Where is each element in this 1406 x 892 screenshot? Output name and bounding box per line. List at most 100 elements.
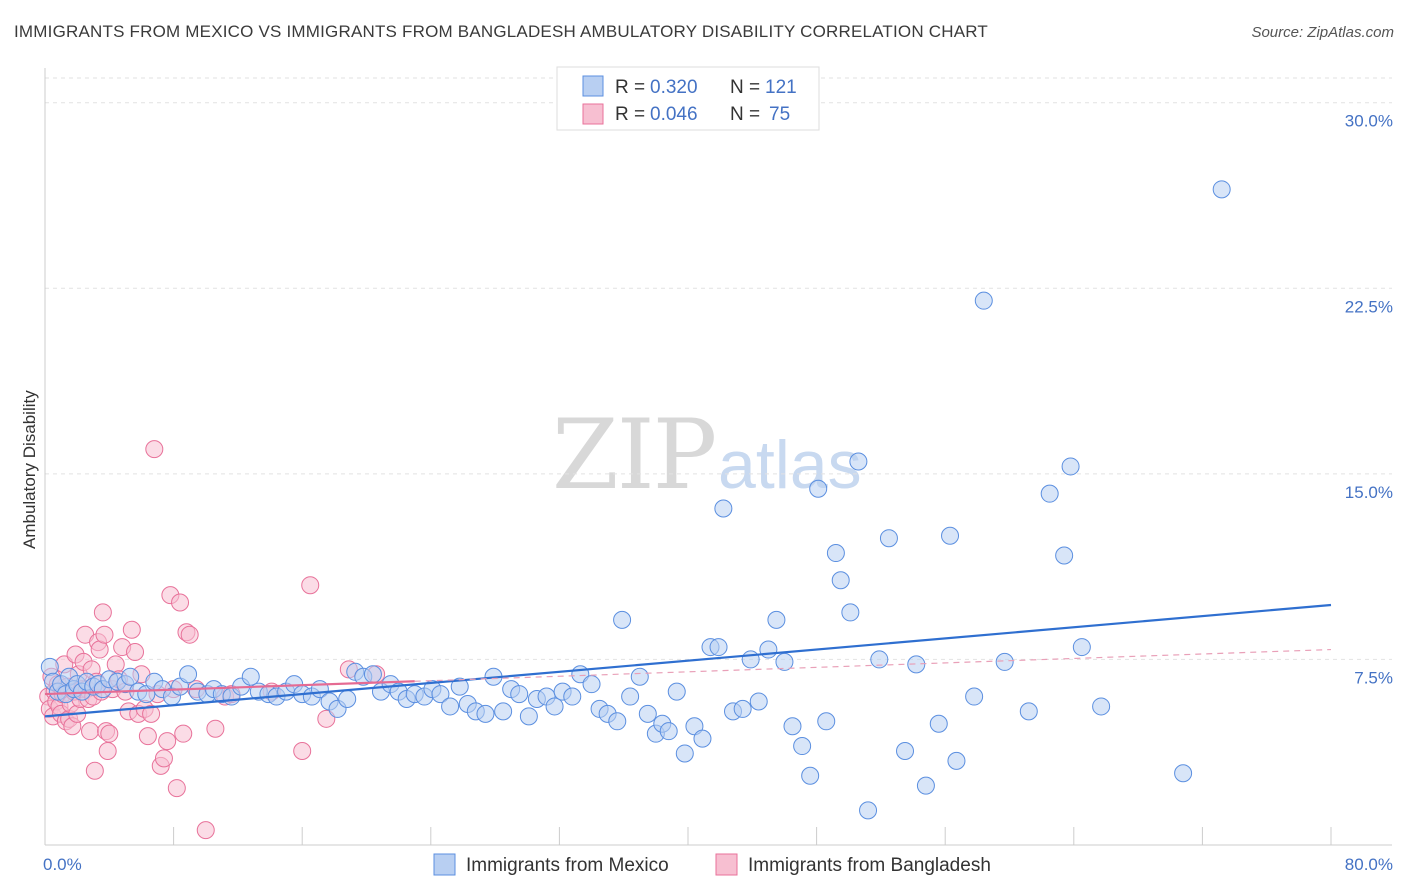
point-mexico	[941, 526, 960, 545]
point-mexico	[582, 675, 601, 694]
y-tick-label: 22.5%	[1345, 297, 1393, 316]
point-mexico	[494, 702, 513, 721]
bottom-swatch-mexico	[433, 853, 456, 876]
legend-r-value-bangladesh: 0.046	[650, 104, 698, 125]
point-mexico	[545, 697, 564, 716]
point-mexico	[563, 687, 582, 706]
x-tick-label-max: 80.0%	[1345, 855, 1393, 874]
x-tick-label-min: 0.0%	[43, 855, 82, 874]
point-mexico	[1174, 764, 1193, 783]
legend-n-label-1: N =	[730, 77, 760, 98]
point-mexico	[859, 801, 878, 820]
legend-r-label-1: R =	[615, 77, 645, 98]
point-mexico	[947, 751, 966, 770]
bottom-legend-bangladesh: Immigrants from Bangladesh	[748, 855, 991, 876]
point-mexico	[338, 690, 357, 709]
point-mexico	[826, 544, 845, 563]
point-bangladesh	[154, 749, 173, 768]
y-tick-label: 15.0%	[1345, 483, 1393, 502]
point-bangladesh	[122, 620, 141, 639]
point-bangladesh	[293, 741, 312, 760]
point-mexico	[896, 741, 915, 760]
point-bangladesh	[138, 727, 157, 746]
point-mexico	[659, 722, 678, 741]
point-mexico	[879, 529, 898, 548]
point-mexico	[759, 640, 778, 659]
bottom-legend-mexico: Immigrants from Mexico	[466, 855, 669, 876]
legend-n-value-bangladesh: 75	[769, 104, 790, 125]
point-bangladesh	[301, 576, 320, 595]
point-mexico	[916, 776, 935, 795]
point-mexico	[1055, 546, 1074, 565]
stats-legend: R = 0.320 N = 121 R = 0.046 N = 75	[556, 66, 820, 131]
point-mexico	[363, 665, 382, 684]
point-mexico	[608, 712, 627, 731]
legend-n-label-2: N =	[730, 104, 760, 125]
gridlines	[45, 77, 1392, 660]
point-mexico	[974, 291, 993, 310]
point-mexico	[907, 655, 926, 674]
legend-n-value-mexico: 121	[765, 77, 797, 98]
point-bangladesh	[206, 719, 225, 738]
point-mexico	[693, 729, 712, 748]
y-tick-label: 30.0%	[1345, 112, 1393, 131]
point-bangladesh	[145, 440, 164, 459]
y-axis-label: Ambulatory Disability	[20, 390, 39, 549]
trend-line-bangladesh	[44, 680, 415, 696]
tick-labels: 7.5% 15.0% 22.5% 30.0% 0.0% 80.0%	[43, 112, 1393, 874]
point-mexico	[965, 687, 984, 706]
y-tick-label: 7.5%	[1354, 668, 1393, 687]
point-mexico	[179, 665, 198, 684]
legend-swatch-mexico	[582, 75, 604, 97]
trend-line-bangladesh-extension	[414, 648, 1332, 682]
point-mexico	[121, 667, 140, 686]
point-mexico	[1061, 457, 1080, 476]
source-label: Source: ZipAtlas.com	[1251, 24, 1394, 41]
point-mexico	[1092, 697, 1111, 716]
point-bangladesh	[171, 593, 190, 612]
point-mexico	[801, 766, 820, 785]
point-mexico	[809, 479, 828, 498]
point-mexico	[831, 571, 850, 590]
trend-line-mexico	[44, 603, 1332, 718]
point-mexico	[870, 650, 889, 669]
point-mexico	[929, 714, 948, 733]
series-legend: Immigrants from Mexico Immigrants from B…	[433, 853, 991, 876]
point-bangladesh	[174, 724, 193, 743]
point-mexico	[450, 677, 469, 696]
mexico-points	[40, 180, 1231, 820]
point-mexico	[630, 667, 649, 686]
watermark-zip: ZIP	[552, 399, 715, 511]
point-mexico	[1212, 180, 1231, 199]
point-mexico	[783, 717, 802, 736]
point-bangladesh	[180, 625, 199, 644]
point-mexico	[431, 685, 450, 704]
point-mexico	[675, 744, 694, 763]
point-bangladesh	[196, 821, 215, 840]
point-mexico	[510, 685, 529, 704]
point-bangladesh	[95, 625, 114, 644]
point-mexico	[1072, 638, 1091, 657]
point-mexico	[241, 667, 260, 686]
point-mexico	[841, 603, 860, 622]
point-mexico	[638, 704, 657, 723]
point-mexico	[817, 712, 836, 731]
point-mexico	[714, 499, 733, 518]
point-bangladesh	[93, 603, 112, 622]
point-mexico	[1019, 702, 1038, 721]
point-mexico	[441, 697, 460, 716]
point-mexico	[667, 682, 686, 701]
point-bangladesh	[158, 732, 177, 751]
bangladesh-points	[39, 440, 386, 840]
point-mexico	[1040, 484, 1059, 503]
point-mexico	[767, 610, 786, 629]
point-bangladesh	[167, 779, 186, 798]
point-bangladesh	[85, 761, 104, 780]
point-mexico	[476, 704, 495, 723]
point-mexico	[793, 737, 812, 756]
point-mexico	[519, 707, 538, 726]
point-mexico	[613, 610, 632, 629]
point-bangladesh	[81, 722, 100, 741]
point-mexico	[995, 652, 1014, 671]
chart-title: IMMIGRANTS FROM MEXICO VS IMMIGRANTS FRO…	[14, 22, 989, 41]
